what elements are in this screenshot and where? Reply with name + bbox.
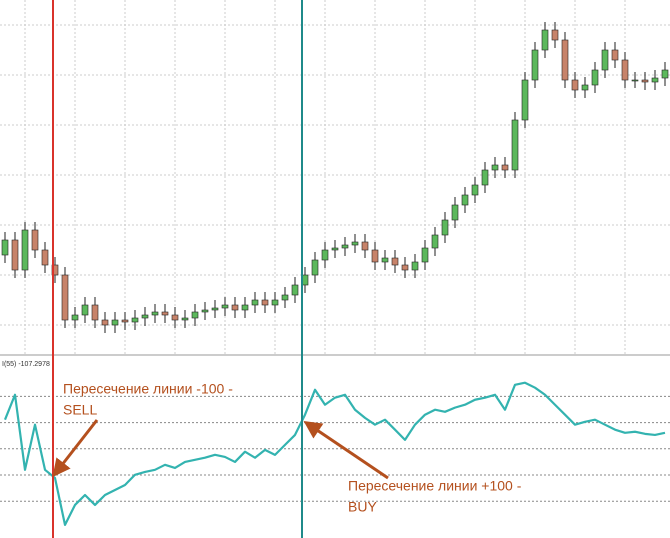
- candle-body: [41, 249, 49, 266]
- candle-body: [261, 299, 269, 306]
- candle-body: [431, 234, 439, 249]
- candle-body: [91, 304, 99, 321]
- candle-body: [391, 257, 399, 266]
- candle-body: [641, 79, 649, 83]
- candle-body: [181, 317, 189, 321]
- candle-body: [151, 311, 159, 316]
- candle-body: [591, 69, 599, 86]
- candle-body: [241, 304, 249, 311]
- candle-body: [201, 309, 209, 313]
- annotation: Пересечение линии +100 -: [348, 478, 522, 494]
- candle-body: [511, 119, 519, 171]
- arrow: [52, 419, 99, 478]
- candle-body: [361, 241, 369, 251]
- candle-body: [561, 39, 569, 81]
- candle-body: [471, 184, 479, 196]
- candle-body: [31, 229, 39, 251]
- candle-body: [401, 264, 409, 271]
- candle-body: [531, 49, 539, 81]
- candle-body: [501, 164, 509, 171]
- candle-body: [461, 194, 469, 206]
- candle-body: [651, 77, 659, 83]
- candle-body: [341, 244, 349, 249]
- candle-body: [581, 84, 589, 91]
- candle-body: [221, 304, 229, 309]
- candle-body: [411, 261, 419, 271]
- candle-body: [141, 314, 149, 319]
- candle-body: [441, 219, 449, 236]
- candle-body: [351, 241, 359, 246]
- arrow: [303, 420, 389, 480]
- candle-body: [611, 49, 619, 61]
- candle-body: [251, 299, 259, 306]
- candle-body: [371, 249, 379, 263]
- annotation: BUY: [348, 499, 377, 515]
- candle-body: [661, 69, 669, 79]
- indicator-header: I(55) -107.2978: [2, 361, 50, 368]
- candle-body: [601, 49, 609, 71]
- candle-body: [331, 247, 339, 251]
- candle-body: [171, 314, 179, 321]
- candle-body: [271, 299, 279, 306]
- candle-body: [161, 311, 169, 316]
- candle-body: [481, 169, 489, 186]
- candle-body: [121, 319, 129, 323]
- candle-body: [231, 304, 239, 311]
- candle-body: [541, 29, 549, 51]
- candle-body: [191, 311, 199, 319]
- candle-body: [521, 79, 529, 121]
- candle-body: [291, 284, 299, 296]
- candle-body: [21, 229, 29, 271]
- candle-body: [421, 247, 429, 263]
- candle-body: [321, 249, 329, 261]
- candle-body: [311, 259, 319, 276]
- candle-body: [61, 274, 69, 321]
- candle-body: [631, 79, 639, 82]
- candle-body: [81, 304, 89, 316]
- candle-body: [281, 294, 289, 301]
- candle-body: [11, 239, 19, 271]
- candle-body: [571, 79, 579, 91]
- candle-body: [101, 319, 109, 326]
- candle-body: [451, 204, 459, 221]
- candle-body: [1, 239, 9, 256]
- annotation: SELL: [63, 402, 97, 418]
- candle-body: [491, 164, 499, 171]
- candle-body: [211, 307, 219, 311]
- grid: [0, 0, 670, 355]
- annotation: Пересечение линии -100 -: [63, 381, 233, 397]
- indicator-line: [3, 381, 666, 526]
- candle-body: [71, 314, 79, 321]
- candle-body: [381, 257, 389, 263]
- candle-body: [551, 29, 559, 41]
- candle-body: [131, 317, 139, 323]
- candle-body: [111, 319, 119, 326]
- candle-body: [621, 59, 629, 81]
